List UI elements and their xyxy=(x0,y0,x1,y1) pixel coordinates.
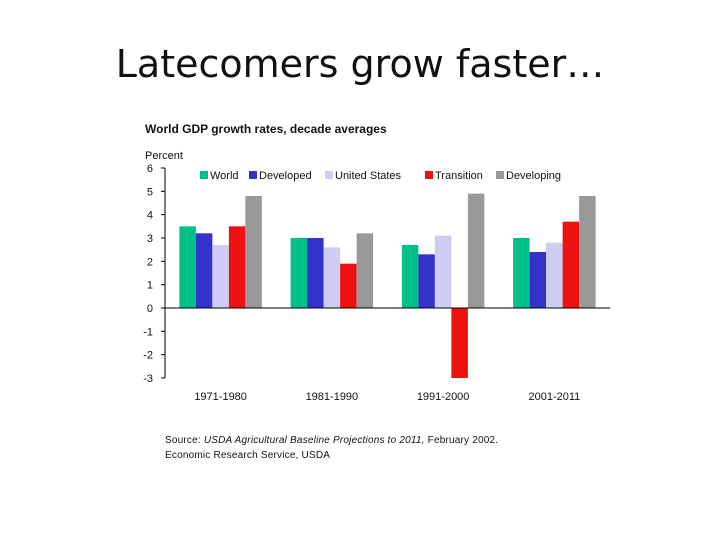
bar xyxy=(579,196,596,308)
bar xyxy=(228,226,246,308)
bar xyxy=(212,245,229,308)
source-date: February 2002. xyxy=(424,435,499,446)
y-tick-label: 2 xyxy=(147,256,153,268)
y-tick-label: 3 xyxy=(147,233,153,245)
y-axis: -3 -2 -1 0 1 2 3 4 5 6 xyxy=(143,163,610,385)
bar xyxy=(307,238,324,308)
bar xyxy=(195,233,213,308)
y-tick-label: -2 xyxy=(143,350,153,362)
bar xyxy=(451,308,468,378)
legend-label: Transition xyxy=(435,170,483,182)
bar xyxy=(356,233,374,308)
x-tick-label: 1981-1990 xyxy=(306,391,359,403)
y-tick-label: -3 xyxy=(143,373,153,385)
y-tick-label: 0 xyxy=(147,303,153,315)
source-line-1: Source: USDA Agricultural Baseline Proje… xyxy=(165,433,498,448)
bar xyxy=(434,235,452,308)
source-publication: USDA Agricultural Baseline Projections t… xyxy=(203,435,425,446)
bar xyxy=(401,245,419,308)
slide-title: Latecomers grow faster… xyxy=(115,42,605,86)
bar xyxy=(513,238,530,308)
bars xyxy=(179,193,596,378)
bar xyxy=(245,196,262,308)
y-tick-label: 5 xyxy=(147,186,153,198)
x-tick-label: 2001-2011 xyxy=(528,391,580,403)
bar xyxy=(340,263,357,308)
y-tick-label: 4 xyxy=(147,210,153,222)
legend-swatch xyxy=(200,171,208,179)
y-tick-label: 6 xyxy=(147,163,153,175)
legend-swatch xyxy=(425,171,433,179)
legend-label: United States xyxy=(335,170,402,182)
source-prefix: Source: xyxy=(165,435,204,446)
source-note: Source: USDA Agricultural Baseline Proje… xyxy=(165,433,498,463)
bar xyxy=(323,247,341,308)
legend-label: Developed xyxy=(259,170,312,182)
bar xyxy=(546,242,563,308)
y-tick-label: -1 xyxy=(143,326,153,338)
x-axis-labels: 1971-1980 1981-1990 1991-2000 2001-2011 xyxy=(194,391,580,403)
bar xyxy=(562,221,580,308)
legend: World Developed United States Transition Dev… xyxy=(200,170,561,182)
legend-swatch xyxy=(496,171,504,179)
bar xyxy=(467,193,485,308)
legend-label: Developing xyxy=(506,170,561,182)
bar xyxy=(418,254,435,308)
legend-swatch xyxy=(249,171,257,179)
bar xyxy=(290,238,308,308)
legend-label: World xyxy=(210,170,239,182)
legend-swatch xyxy=(325,171,333,179)
y-tick-label: 1 xyxy=(147,280,153,292)
source-line-2: Economic Research Service, USDA xyxy=(165,450,331,461)
y-axis-label: Percent xyxy=(145,150,183,162)
bar xyxy=(179,226,196,308)
chart-title: World GDP growth rates, decade averages xyxy=(145,122,387,136)
bar xyxy=(529,252,547,308)
x-tick-label: 1971-1980 xyxy=(194,391,247,403)
x-tick-label: 1991-2000 xyxy=(417,391,470,403)
